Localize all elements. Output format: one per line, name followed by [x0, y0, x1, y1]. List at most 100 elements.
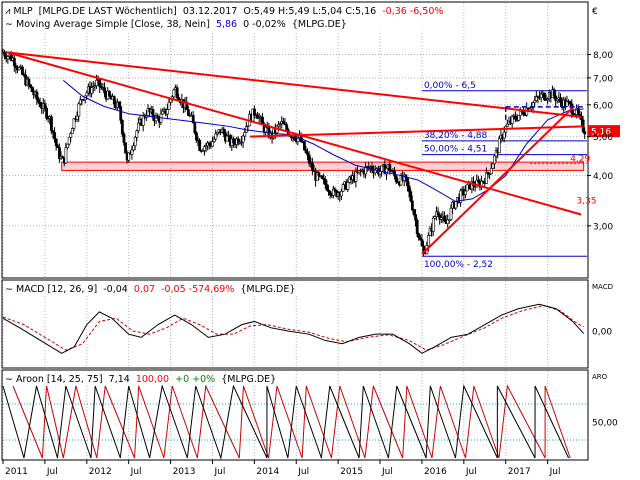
aroon-symbol: {MLPG.DE}: [221, 374, 276, 385]
price-bar-body-313: [506, 123, 509, 127]
price-bar-body-300: [485, 171, 488, 184]
price-bar-body-192: [311, 162, 314, 172]
price-bar-body-7: [12, 57, 16, 67]
price-bar-body-156: [253, 108, 256, 116]
x-tick-label-3: Jul: [130, 467, 142, 477]
price-bar-body-318: [514, 115, 517, 120]
price-y-axis-labels: 3,00 4,00 5,00 6,00 7,00 8,00: [587, 51, 613, 232]
macd-value-1: -0,04: [103, 284, 128, 295]
price-bar-body-21: [35, 91, 39, 100]
price-bar-body-23: [38, 101, 42, 107]
price-bar-body-75: [122, 133, 126, 143]
support-zone-rect: [61, 161, 585, 171]
price-bar-body-37: [61, 156, 65, 159]
macd-legend-prefix: ∼: [5, 284, 13, 295]
aroon-legend-backdrop: [3, 371, 273, 385]
price-bar-body-122: [198, 140, 202, 151]
price-bar-body-284: [459, 190, 463, 203]
price-date: 03.12.2017: [183, 6, 237, 17]
price-bar-body-102: [166, 109, 169, 115]
price-bar-body-161: [261, 116, 264, 125]
price-bar-body-323: [522, 111, 525, 116]
price-bar-body-278: [449, 207, 453, 221]
price-bar-body-211: [341, 184, 345, 192]
price-bar-body-343: [554, 95, 558, 101]
price-bar-body-131: [212, 138, 216, 143]
last-price-label: 5,16: [591, 128, 611, 138]
macd-symbol: {MLPG.DE}: [240, 284, 295, 295]
x-tick-label-4: 2013: [173, 467, 196, 477]
price-bar-body-304: [491, 163, 495, 169]
price-bar-body-73: [119, 106, 123, 121]
price-bar-body-252: [407, 185, 411, 192]
price-bar-body-81: [132, 145, 136, 151]
price-bar-body-78: [127, 152, 131, 161]
aroon-legend: ∼ Aroon [14, 25, 75] 7,14 100,00 +0 +0% …: [5, 374, 276, 385]
price-y-label-1: 4,00: [593, 172, 613, 182]
price-bar-body-243: [393, 170, 397, 177]
ma-label: Moving Average Simple [Close, 38, Nein]: [16, 19, 210, 30]
price-bar-body-32: [53, 132, 57, 140]
price-bar-body-16: [27, 78, 31, 85]
price-bar-body-260: [420, 239, 424, 247]
price-bar-body-84: [137, 122, 140, 132]
price-bar-body-69: [112, 96, 116, 105]
fib-label-3: 100,00% - 2,52: [424, 260, 493, 270]
price-y-label-3: 6,00: [593, 101, 613, 111]
x-tick-label-6: 2014: [256, 467, 279, 477]
price-bar-body-41: [67, 136, 71, 145]
price-bar-body-137: [222, 128, 226, 135]
price-bar-body-235: [380, 165, 384, 172]
time-axis-labels: 2011 Jul 2012 Jul 2013 Jul 2014 Jul 2015 Jul 2016 J…: [2, 460, 561, 477]
price-bar-body-305: [493, 155, 496, 165]
moving-average-line: [63, 79, 584, 202]
macd-tick-label: 0,00: [592, 328, 612, 338]
ma-legend-prefix: ∼: [5, 19, 13, 30]
support-zone: [61, 161, 585, 171]
price-bar-body-40: [66, 143, 69, 149]
price-symbol: MLP: [13, 6, 32, 17]
price-bar-body-201: [325, 184, 329, 191]
x-tick-label-10: 2016: [424, 467, 447, 477]
fibonacci-levels: 0,00% - 6,5 38,20% - 4,88 50,00% - 4,51 100…: [421, 81, 591, 270]
ma-symbol: {MLPG.DE}: [292, 19, 347, 30]
macd-label: MACD [12, 26, 9]: [16, 284, 97, 295]
price-bar-body-39: [64, 147, 68, 164]
price-panel-frame: [1, 1, 589, 279]
price-instrument: [MLPG.DE LAST Wöchentlich]: [39, 6, 177, 17]
price-bar-body-42: [69, 133, 73, 138]
aroon-down-line: [12, 384, 571, 459]
price-bar-body-316: [510, 115, 514, 124]
price-bar-body-183: [296, 138, 300, 143]
aroon-value-3: +0 +0%: [175, 374, 215, 385]
fib-label-2: 50,00% - 4,51: [424, 145, 487, 155]
price-legend-backdrop: [3, 3, 459, 32]
price-bar-body-119: [193, 122, 197, 134]
price-bar-body-200: [323, 179, 327, 185]
price-bar-body-264: [427, 235, 430, 247]
price-bar-body-104: [169, 99, 173, 103]
price-bar-body-256: [414, 214, 417, 221]
price-bar-body-320: [517, 115, 521, 121]
price-bar-body-334: [539, 93, 543, 99]
price-bar-body-281: [454, 201, 458, 209]
price-bar-body-55: [90, 87, 94, 94]
price-bar-body-80: [130, 149, 134, 155]
price-bar-body-60: [98, 79, 102, 88]
x-tick-label-13: Jul: [549, 467, 561, 477]
price-bar-body-206: [333, 188, 337, 191]
price-bar-body-311: [502, 131, 506, 139]
fib-label-0: 0,00% - 6,5: [424, 81, 476, 91]
price-bar-body-240: [388, 164, 392, 172]
aroon-panel-frame: [1, 369, 589, 461]
price-bar-body-103: [167, 101, 171, 110]
price-change: -0,36 -6,50%: [382, 6, 443, 17]
price-bar-body-336: [543, 92, 546, 101]
ma-value: 5,86: [216, 19, 237, 30]
price-bar-body-255: [412, 209, 416, 215]
last-price-box: [588, 125, 620, 138]
price-bar-body-196: [317, 172, 321, 177]
price-bar-body-1: [3, 52, 7, 57]
price-bar-body-352: [568, 101, 572, 105]
